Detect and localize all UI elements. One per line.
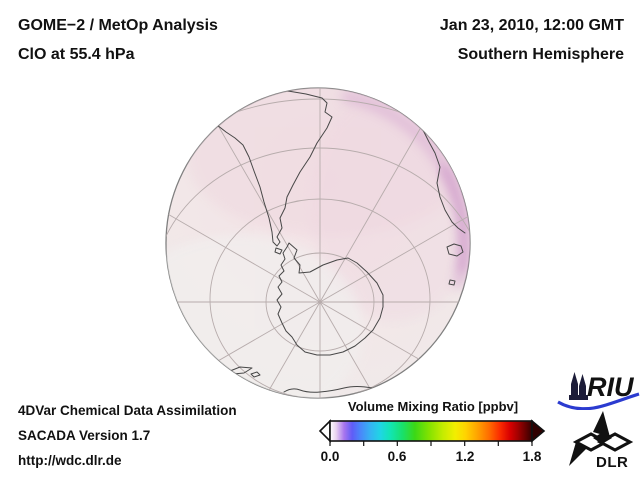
riu-wave-icon — [557, 392, 640, 410]
colorbar-tick-1.8: 1.8 — [522, 449, 542, 464]
white-wash-lower-left — [166, 235, 363, 398]
colorbar-left-arrow — [318, 419, 331, 443]
colorbar-ticks — [329, 441, 533, 446]
coastline-antarctica — [276, 242, 384, 356]
island-right-limb — [446, 243, 464, 257]
coastline-south-america — [185, 88, 333, 247]
coastline-tierra-del-fuego — [274, 247, 283, 255]
colorbar — [318, 419, 546, 446]
colorbar-right-arrow — [531, 419, 546, 443]
species-level-title: ClO at 55.4 hPa — [18, 46, 135, 63]
datetime-block: Jan 23, 2010, 12:00 GMT Southern Hemisph… — [440, 11, 624, 69]
riu-logo: RIU — [557, 372, 640, 410]
region-label: Southern Hemisphere — [457, 46, 624, 63]
credit-version: SACADA Version 1.7 — [18, 428, 151, 443]
colorbar-tick-0.6: 0.6 — [387, 449, 407, 464]
islet-bottom-left — [250, 371, 261, 378]
cathedral-icon — [569, 372, 588, 400]
colorbar-gradient — [329, 420, 533, 442]
credit-assimilation: 4DVar Chemical Data Assimilation — [18, 403, 237, 418]
colorbar-tick-0.0: 0.0 — [320, 449, 340, 464]
dlr-logo: DLR — [569, 411, 634, 470]
islet-right-limb — [448, 279, 456, 286]
dlr-text: DLR — [596, 454, 628, 470]
datetime-label: Jan 23, 2010, 12:00 GMT — [439, 17, 624, 34]
credits-block: 4DVar Chemical Data Assimilation SACADA … — [18, 398, 237, 473]
dlr-pinwheel-icon — [569, 411, 634, 466]
colorbar-title: Volume Mixing Ratio [ppbv] — [347, 399, 519, 414]
title-block: GOME−2 / MetOp Analysis ClO at 55.4 hPa — [18, 11, 218, 69]
product-title: GOME−2 / MetOp Analysis — [18, 17, 218, 34]
elevated-clo-band-strong — [440, 165, 468, 273]
credit-url: http://wdc.dlr.de — [18, 453, 122, 468]
colorbar-tick-1.2: 1.2 — [455, 449, 475, 464]
